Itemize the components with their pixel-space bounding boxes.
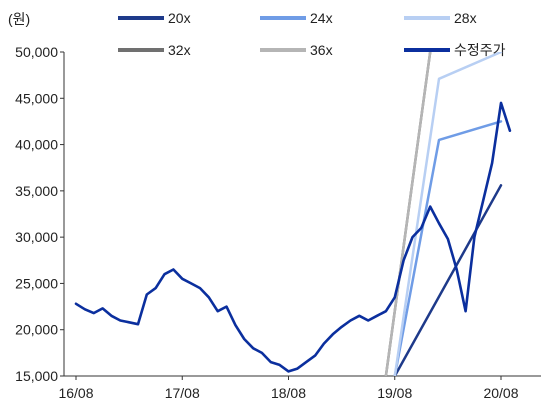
legend-label: 36x [310,42,333,58]
x-tick-label: 18/08 [271,385,306,401]
axes: 50,000 45,000 40,000 35,000 30,000 25,000 20,0… [15,44,541,401]
x-tick-label: 16/08 [58,385,93,401]
series-1-line [393,120,503,376]
series-0-line [393,184,503,376]
series-5-line [74,101,512,373]
legend-label: 20x [168,10,191,26]
legend: 20x 24x 28x 32x 36x 수정주가 [118,10,506,58]
x-tick-label: 17/08 [165,385,200,401]
y-tick-label: 20,000 [15,322,58,338]
legend-label: 수정주가 [454,42,506,58]
unit-label: (원) [8,11,30,27]
legend-label: 32x [168,42,191,58]
x-tick-label: 20/08 [483,385,518,401]
y-tick-label: 35,000 [15,183,58,199]
series-layer [74,52,512,376]
legend-label: 28x [454,10,477,26]
y-tick-label: 30,000 [15,229,58,245]
y-tick-label: 25,000 [15,275,58,291]
y-tick-label: 15,000 [15,368,58,384]
legend-label: 24x [310,10,333,26]
y-tick-label: 40,000 [15,137,58,153]
series-2-line [393,52,503,376]
series-4-line [384,52,432,376]
y-tick-label: 45,000 [15,90,58,106]
x-tick-label: 19/08 [377,385,412,401]
y-tick-label: 50,000 [15,44,58,60]
